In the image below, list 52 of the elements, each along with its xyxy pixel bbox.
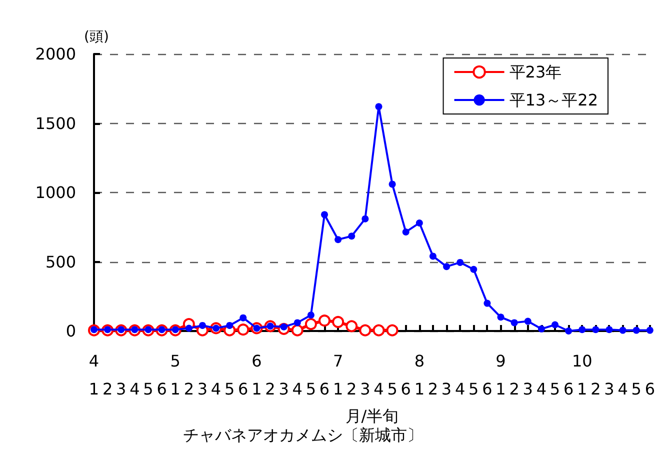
x-tick-label: 2 [428,380,438,398]
x-tick-label: 3 [360,380,370,398]
x-tick-label: 3 [441,380,452,398]
y-axis-title: (頭) [84,29,109,45]
x-tick-label: 5 [387,380,398,398]
x-tick-label: 6 [319,380,330,398]
x-tick-label: 5 [224,380,235,398]
x-tick-label: 4 [210,380,222,398]
x-tick-label: 4 [454,380,466,398]
y-tick-label: 0 [66,322,76,340]
x-tick-label: 4 [374,380,384,398]
x-axis-title: 月/半旬 [345,406,399,426]
x-tick-label: 4 [618,380,628,398]
x-tick-label: 4 [292,380,302,398]
y-tick-label: 500 [45,252,76,272]
x-tick-label: 2 [102,380,113,398]
x-tick-label: 5 [306,380,316,398]
x-tick-label: 5 1 [170,352,180,398]
x-tick-label: 4 [130,380,140,398]
x-tick-label: 3 [197,380,208,398]
x-tick-label: 6 [644,380,656,398]
x-tick-label: 2 [346,380,357,398]
x-tick-label: 6 [482,380,492,398]
x-tick-label: 6 [156,380,167,398]
x-tick-label: 3 [278,380,289,398]
x-tick-label: 2 [265,380,276,398]
x-tick-label: 6 [563,380,574,398]
x-tick-label: 8 1 [414,352,425,398]
legend-label: 平23年 [509,62,562,82]
x-tick-label: 3 [604,380,614,398]
x-tick-label: 10 1 [572,352,592,398]
x-tick-label: 6 1 [252,352,262,398]
x-tick-label: 2 [184,380,194,398]
x-tick-label: 5 [143,380,154,398]
y-tick-label: 2000 [35,44,76,64]
text: チャバネアオカメムシ〔新城市〕 [183,426,423,444]
x-tick-label: 2 [509,380,520,398]
x-tick-label: 3 [116,380,126,398]
x-tick-label: 7 1 [332,352,344,398]
x-tick-label: 2 [590,380,601,398]
y-tick-label: 1000 [35,183,76,202]
x-tick-label: 4 1 [88,352,100,398]
x-tick-label: 5 [631,380,642,398]
x-tick-label: 6 [238,380,248,398]
x-tick-label: 3 [522,380,533,398]
x-tick-label: 4 [536,380,547,398]
x-tick-label: 5 [468,380,479,398]
x-tick-label: 6 [400,380,411,398]
x-tick-label: 5 [550,380,560,398]
x-tick-label: 9 1 [496,352,506,398]
legend-label: 平13～平22 [509,90,598,110]
y-tick-label: 1500 [35,114,76,133]
